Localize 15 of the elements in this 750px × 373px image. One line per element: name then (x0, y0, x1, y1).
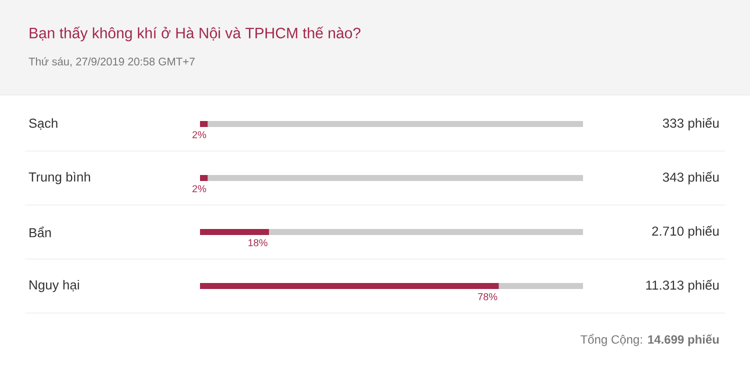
data-label: 2% (192, 131, 206, 138)
chart-title: Bạn thấy không khí ở Hà Nội và TPHCM thế nào? (30, 26, 360, 42)
text: 11.313 phiếu (646, 280, 719, 292)
y-tick-label: Trung bình (28, 172, 90, 184)
y-tick-label: Nguy hại (30, 280, 79, 292)
data-label: 18% (248, 239, 268, 246)
text: 333 phiếu (662, 118, 719, 130)
y-tick-label: Bẩn (30, 226, 51, 238)
text: Thứ sáu, 27/9/2019 20:58 GMT+7 (28, 57, 195, 67)
y-tick-label: Sạch (29, 118, 58, 130)
text: 2.710 phiếu (652, 226, 719, 238)
data-label: 78% (478, 293, 498, 300)
text: Tổng Cộng: 14.699 phiếu (580, 334, 719, 346)
text: 343 phiếu (662, 172, 719, 184)
data-label: 2% (192, 185, 206, 192)
